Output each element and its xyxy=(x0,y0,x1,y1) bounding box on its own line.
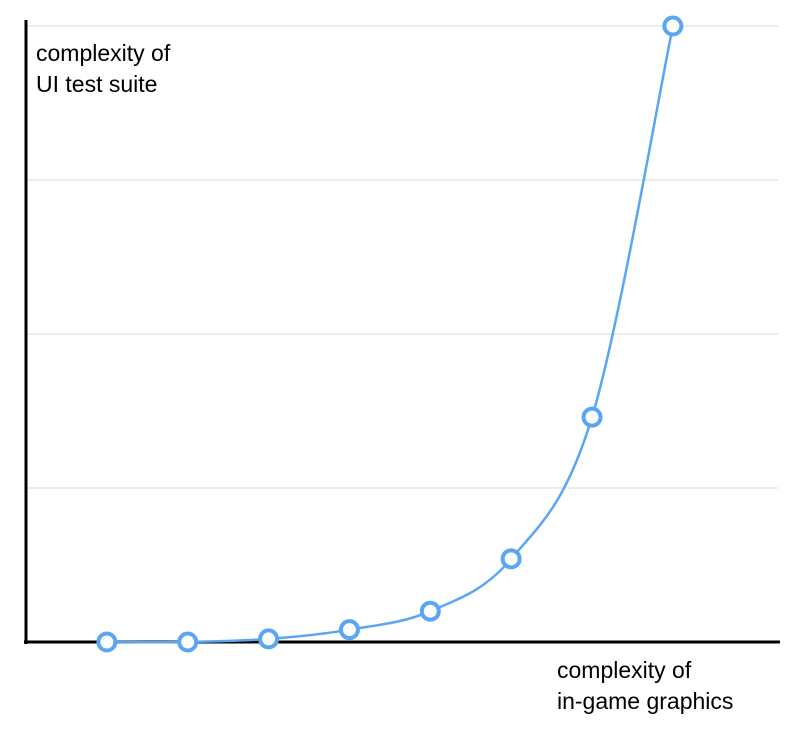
data-points xyxy=(96,15,684,653)
data-point xyxy=(177,631,199,653)
data-point xyxy=(419,600,441,622)
grid-lines xyxy=(26,25,778,489)
y-axis-label: complexity of UI test suite xyxy=(36,38,170,100)
data-point xyxy=(581,406,603,428)
data-point xyxy=(500,548,522,570)
y-axis-label-line-1: complexity of xyxy=(36,40,171,66)
y-axis-label-line-2: UI test suite xyxy=(36,71,158,97)
data-point xyxy=(96,631,118,653)
data-point xyxy=(258,628,280,650)
data-point xyxy=(338,619,360,641)
x-axis-label-line-2: in-game graphics xyxy=(557,688,734,714)
x-axis-label: complexity of in-game graphics xyxy=(557,655,733,717)
data-point xyxy=(662,15,684,37)
x-axis-label-line-1: complexity of xyxy=(557,657,692,683)
